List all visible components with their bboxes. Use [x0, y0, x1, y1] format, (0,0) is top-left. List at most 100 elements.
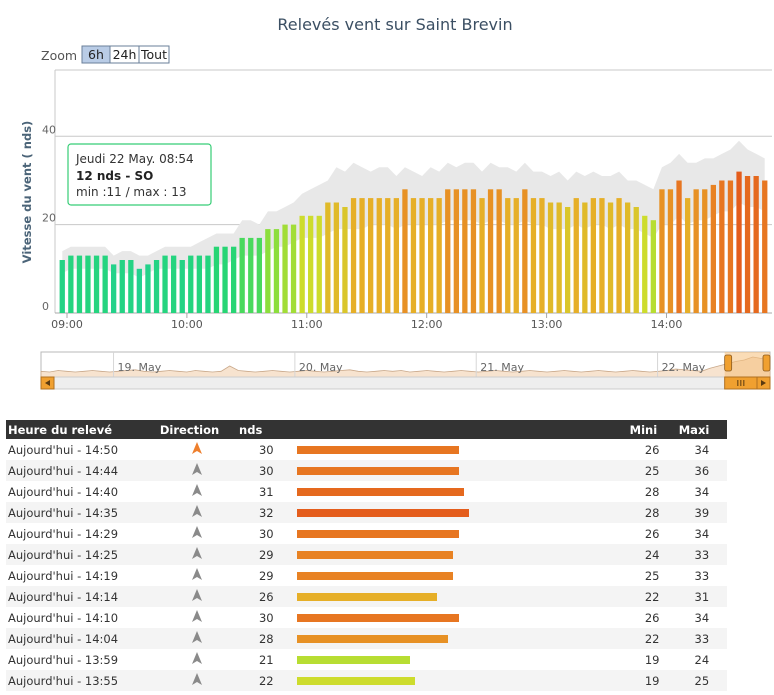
wind-bar[interactable]	[290, 224, 297, 313]
wind-bar[interactable]	[556, 202, 562, 314]
wind-bar[interactable]	[350, 198, 357, 313]
wind-bar[interactable]	[436, 198, 442, 313]
wind-bar[interactable]	[616, 198, 622, 313]
wind-bar[interactable]	[710, 184, 716, 313]
wind-bar[interactable]	[445, 189, 451, 313]
wind-bar[interactable]	[111, 264, 117, 313]
wind-bar[interactable]	[385, 198, 391, 313]
wind-bar[interactable]	[333, 202, 339, 314]
wind-bar[interactable]	[222, 246, 228, 313]
wind-bar[interactable]	[530, 198, 537, 313]
wind-bar[interactable]	[428, 198, 434, 313]
wind-bar[interactable]	[522, 189, 528, 313]
wind-bar[interactable]	[316, 215, 322, 313]
wind-bar[interactable]	[667, 189, 674, 313]
wind-bar[interactable]	[145, 264, 151, 313]
wind-bar[interactable]	[265, 229, 271, 313]
wind-bar[interactable]	[171, 255, 177, 313]
wind-bar[interactable]	[513, 198, 519, 313]
wind-bar[interactable]	[753, 176, 759, 313]
wind-bar[interactable]	[565, 207, 571, 313]
navigator[interactable]: 19. May 20. May 21. May 22. May	[40, 351, 771, 390]
wind-bar[interactable]	[453, 189, 459, 313]
wind-bar[interactable]	[93, 255, 100, 313]
wind-bar[interactable]	[633, 207, 639, 313]
wind-bar[interactable]	[547, 202, 554, 314]
wind-bar[interactable]	[325, 202, 331, 314]
zoom-button-24h[interactable]: 24h	[109, 45, 140, 64]
wind-bar[interactable]	[419, 198, 425, 313]
wind-bar[interactable]	[393, 198, 399, 313]
zoom-button-label: 24h	[113, 47, 137, 62]
zoom-button-tout[interactable]: Tout	[138, 45, 170, 64]
wind-bar[interactable]	[676, 180, 682, 314]
wind-bar[interactable]	[479, 198, 485, 313]
navigator-handle[interactable]	[762, 354, 771, 372]
grey-arrow-icon	[192, 484, 203, 496]
wind-bar[interactable]	[179, 260, 185, 313]
wind-bar[interactable]	[188, 255, 194, 313]
zoom-button-6h[interactable]: 6h	[81, 45, 111, 64]
wind-bar[interactable]	[762, 180, 768, 314]
wind-bar[interactable]	[368, 198, 374, 313]
grey-arrow-icon	[192, 652, 203, 664]
wind-bar[interactable]	[102, 255, 108, 313]
wind-bar[interactable]	[342, 207, 348, 313]
wind-bar[interactable]	[410, 198, 417, 313]
wind-bar[interactable]	[239, 237, 245, 313]
wind-bar[interactable]	[470, 189, 477, 313]
wind-bar[interactable]	[599, 198, 605, 313]
wind-bar[interactable]	[59, 260, 65, 313]
wind-bar[interactable]	[376, 198, 382, 313]
row-bar-cell	[295, 481, 627, 502]
wind-bar[interactable]	[496, 189, 502, 313]
wind-bar[interactable]	[359, 198, 365, 313]
wind-bar[interactable]	[702, 189, 708, 313]
wind-bar[interactable]	[573, 198, 579, 313]
navigator-series	[40, 354, 771, 378]
wind-bar[interactable]	[487, 189, 494, 313]
wind-bar[interactable]	[153, 260, 160, 313]
navigator-selection[interactable]	[724, 352, 770, 377]
wind-bar[interactable]	[719, 180, 725, 314]
wind-bar[interactable]	[213, 246, 220, 313]
wind-bar[interactable]	[402, 189, 408, 313]
wind-bar[interactable]	[299, 215, 305, 313]
wind-bar[interactable]	[68, 255, 74, 313]
wind-bar[interactable]	[231, 246, 237, 313]
wind-bar[interactable]	[505, 198, 511, 313]
wind-bar[interactable]	[625, 202, 631, 314]
navigator-handle[interactable]	[724, 354, 733, 372]
wind-bar[interactable]	[196, 255, 202, 313]
wind-bar[interactable]	[539, 198, 545, 313]
wind-bars[interactable]	[59, 171, 768, 314]
wind-bar[interactable]	[650, 220, 656, 313]
wind-bar[interactable]	[282, 224, 288, 313]
wind-bar[interactable]	[736, 171, 742, 313]
wind-bar[interactable]	[693, 189, 699, 313]
wind-bar[interactable]	[727, 180, 734, 314]
row-direction	[158, 544, 237, 565]
wind-bar[interactable]	[642, 215, 648, 313]
wind-bar[interactable]	[85, 255, 91, 313]
wind-bar[interactable]	[607, 202, 614, 314]
wind-bar[interactable]	[582, 202, 588, 314]
wind-bar[interactable]	[162, 255, 168, 313]
wind-bar[interactable]	[462, 189, 468, 313]
wind-bar[interactable]	[136, 268, 142, 313]
wind-bar[interactable]	[273, 229, 280, 313]
wind-bar[interactable]	[128, 260, 134, 313]
wind-bar[interactable]	[659, 189, 665, 313]
wind-bar[interactable]	[205, 255, 211, 313]
row-time: Aujourd'hui - 14:10	[8, 610, 119, 625]
wind-bar[interactable]	[119, 260, 125, 313]
wind-bar[interactable]	[590, 198, 596, 313]
wind-bar[interactable]	[256, 237, 262, 313]
wind-bar[interactable]	[308, 215, 314, 313]
row-maxi: 34	[694, 526, 710, 541]
wind-bar[interactable]	[248, 237, 254, 313]
wind-bar[interactable]	[685, 198, 691, 313]
wind-bar[interactable]	[744, 176, 751, 313]
wind-bar[interactable]	[76, 255, 83, 313]
scrollbar-track[interactable]	[40, 376, 771, 390]
